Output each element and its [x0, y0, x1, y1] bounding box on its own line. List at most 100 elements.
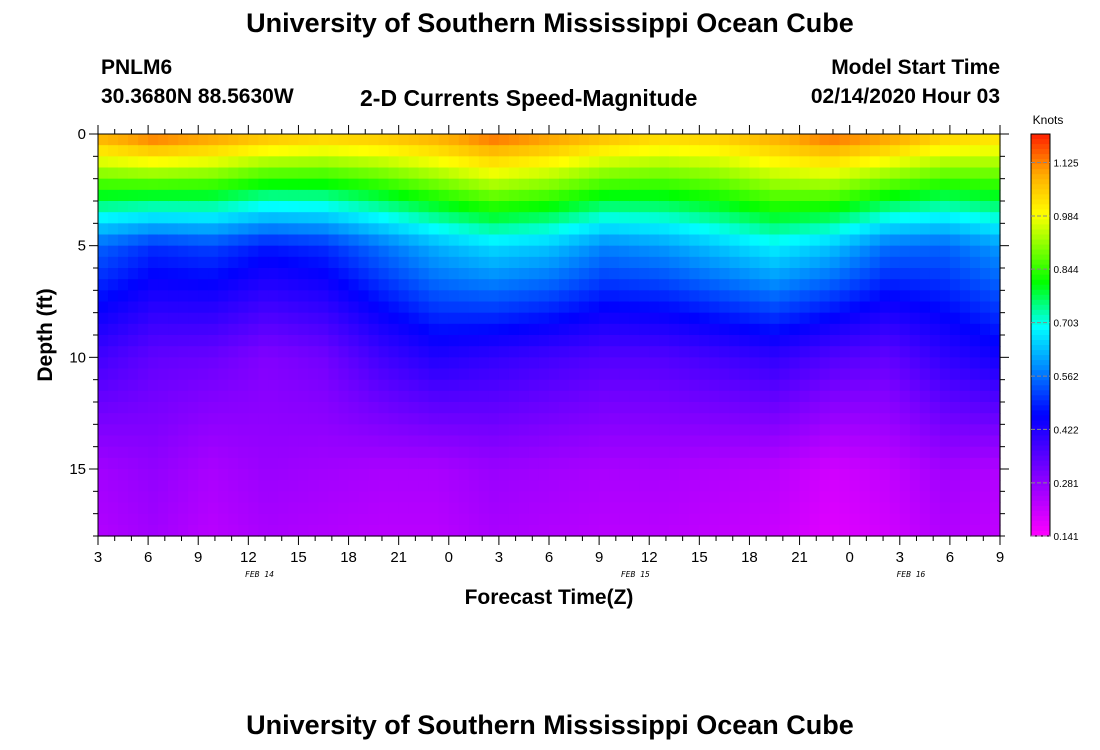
heatmap-cell — [378, 446, 390, 459]
heatmap-cell — [178, 178, 189, 191]
heatmap-cell — [328, 134, 340, 146]
heatmap-cell — [819, 134, 831, 146]
heatmap-cell — [468, 189, 480, 202]
heatmap-cell — [969, 145, 981, 157]
heatmap-cell — [879, 223, 891, 236]
heatmap-cell — [148, 290, 159, 303]
heatmap-cell — [719, 480, 730, 492]
heatmap-cell — [789, 346, 801, 358]
heatmap-cell — [579, 178, 590, 191]
heatmap-cell — [569, 346, 580, 358]
heatmap-cell — [478, 268, 490, 280]
heatmap-cell — [859, 134, 871, 146]
heatmap-cell — [478, 480, 490, 492]
heatmap-cell — [589, 134, 600, 146]
heatmap-cell — [438, 189, 450, 202]
heatmap-cell — [518, 435, 530, 448]
heatmap-cell — [468, 223, 480, 236]
heatmap-cell — [108, 178, 119, 191]
heatmap-cell — [188, 424, 199, 437]
heatmap-cell — [709, 189, 720, 202]
heatmap-cell — [989, 245, 1001, 258]
heatmap-cell — [819, 446, 831, 459]
heatmap-cell — [889, 189, 901, 202]
heatmap-cell — [799, 167, 811, 180]
y-tick-label: 5 — [78, 238, 86, 255]
heatmap-cell — [328, 279, 340, 291]
heatmap-cell — [569, 201, 580, 213]
heatmap-cell — [198, 279, 209, 291]
heatmap-cell — [589, 178, 600, 191]
heatmap-cell — [859, 201, 871, 213]
heatmap-cell — [729, 413, 741, 425]
heatmap-cell — [949, 156, 961, 169]
heatmap-cell — [799, 390, 811, 403]
colorbar-segment — [1031, 380, 1050, 386]
heatmap-cell — [909, 357, 921, 370]
heatmap-cell — [258, 256, 269, 269]
heatmap-cell — [538, 335, 550, 347]
heatmap-cell — [398, 491, 410, 504]
heatmap-cell — [749, 446, 761, 459]
heatmap-cell — [118, 312, 129, 325]
heatmap-cell — [679, 156, 690, 169]
heatmap-cell — [108, 446, 119, 459]
heatmap-cell — [789, 134, 801, 146]
heatmap-cell — [589, 524, 600, 537]
heatmap-cell — [809, 279, 821, 291]
heatmap-cell — [288, 390, 300, 403]
heatmap-cell — [629, 335, 640, 347]
heatmap-cell — [969, 189, 981, 202]
heatmap-cell — [689, 268, 700, 280]
heatmap-cell — [639, 189, 650, 202]
heatmap-cell — [528, 279, 540, 291]
heatmap-cell — [508, 245, 520, 258]
heatmap-cell — [749, 402, 761, 414]
heatmap-cell — [569, 290, 580, 303]
heatmap-cell — [619, 446, 630, 459]
heatmap-cell — [478, 402, 490, 414]
heatmap-cell — [619, 156, 630, 169]
heatmap-cell — [879, 457, 891, 470]
heatmap-cell — [278, 424, 290, 437]
heatmap-cell — [108, 502, 119, 515]
heatmap-cell — [208, 167, 219, 180]
heatmap-cell — [819, 390, 831, 403]
heatmap-cell — [518, 134, 530, 146]
heatmap-cell — [859, 256, 871, 269]
heatmap-cell — [158, 279, 169, 291]
heatmap-cell — [248, 491, 259, 504]
heatmap-cell — [849, 279, 861, 291]
heatmap-cell — [819, 513, 831, 526]
heatmap-cell — [939, 279, 951, 291]
heatmap-cell — [949, 446, 961, 459]
heatmap-cell — [769, 268, 781, 280]
heatmap-cell — [458, 312, 470, 325]
heatmap-cell — [208, 290, 219, 303]
heatmap-cell — [879, 290, 891, 303]
heatmap-cell — [308, 513, 320, 526]
heatmap-cell — [478, 346, 490, 358]
heatmap-cell — [198, 502, 209, 515]
heatmap-cell — [438, 357, 450, 370]
heatmap-cell — [278, 256, 290, 269]
heatmap-cell — [909, 189, 921, 202]
heatmap-cell — [619, 368, 630, 381]
heatmap-cell — [569, 513, 580, 526]
heatmap-cell — [418, 379, 430, 392]
heatmap-cell — [238, 513, 249, 526]
heatmap-cell — [358, 167, 370, 180]
colorbar-segment — [1031, 234, 1050, 241]
heatmap-cell — [799, 279, 811, 291]
heatmap-cell — [298, 268, 310, 280]
heatmap-cell — [679, 457, 690, 470]
heatmap-cell — [849, 335, 861, 347]
heatmap-cell — [599, 290, 610, 303]
heatmap-cell — [749, 134, 761, 146]
heatmap-cell — [659, 357, 670, 370]
heatmap-cell — [258, 346, 269, 358]
heatmap-cell — [959, 201, 971, 213]
heatmap-cell — [579, 513, 590, 526]
heatmap-cell — [989, 357, 1001, 370]
heatmap-cell — [859, 480, 871, 492]
